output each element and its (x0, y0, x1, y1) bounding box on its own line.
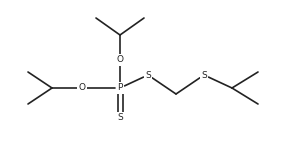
Text: O: O (78, 83, 85, 93)
Text: S: S (201, 71, 207, 79)
Text: S: S (145, 71, 151, 79)
Text: O: O (116, 55, 124, 64)
Text: P: P (117, 83, 123, 93)
Text: S: S (117, 114, 123, 123)
